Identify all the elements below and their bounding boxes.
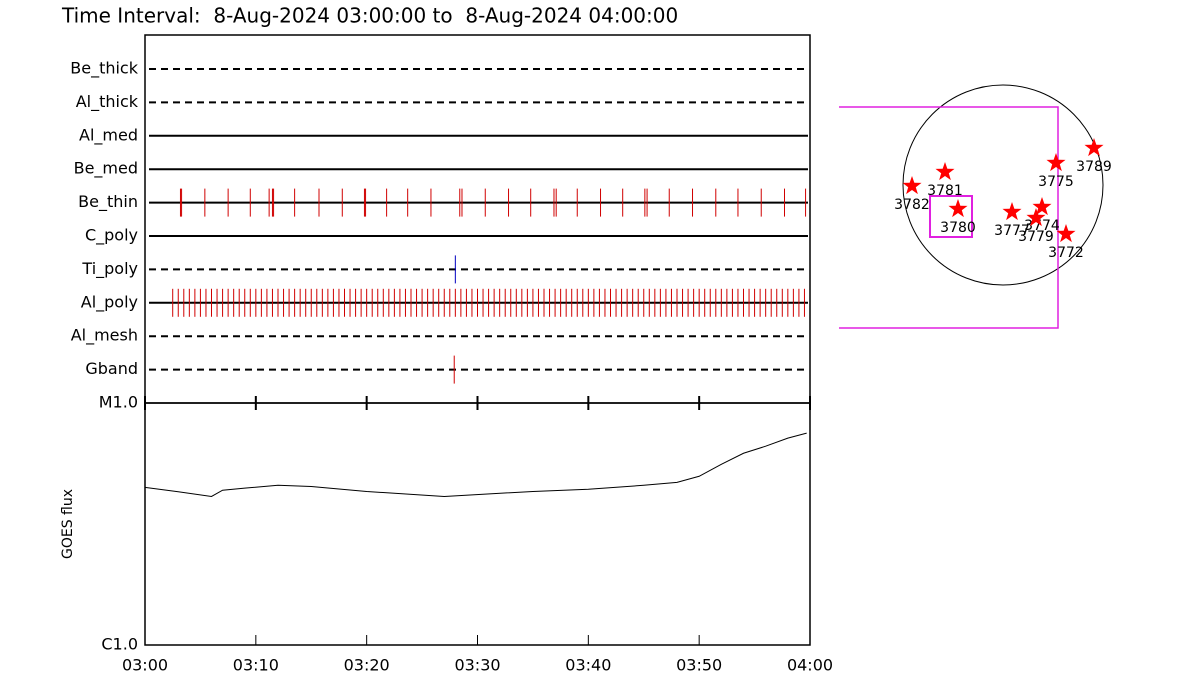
active-region: [948, 199, 968, 218]
active-region: [1084, 138, 1104, 157]
row-label: Be_thin: [78, 192, 138, 212]
region-label: 3775: [1038, 174, 1074, 190]
y-axis-label: GOES flux: [60, 489, 76, 559]
solar-disk: [902, 84, 1104, 286]
x-tick-label: 03:40: [565, 656, 611, 675]
region-label: 3780: [940, 220, 976, 236]
goes-curve: [144, 432, 807, 497]
region-label: 3772: [1048, 245, 1084, 261]
pointing-box: [839, 106, 1059, 329]
fov-box: [929, 195, 973, 238]
row-label: C_poly: [85, 226, 138, 246]
timeline-frame: [144, 34, 811, 404]
x-tick-label: 03:00: [122, 656, 168, 675]
region-label: 3789: [1076, 159, 1112, 175]
row-label: Al_thick: [76, 92, 139, 112]
row-label: Al_med: [79, 125, 138, 145]
row-label: Al_poly: [81, 292, 138, 312]
active-region: [1056, 224, 1076, 243]
y-tick-label: M1.0: [99, 393, 138, 412]
x-tick-label: 03:50: [676, 656, 722, 675]
y-tick-label: C1.0: [101, 635, 138, 654]
goes-frame: [144, 402, 811, 646]
region-label: 3779: [1018, 229, 1054, 245]
row-label: Gband: [85, 359, 138, 378]
row-label: Al_mesh: [71, 326, 138, 346]
row-label: Ti_poly: [81, 259, 138, 279]
row-label: Be_thick: [70, 59, 138, 79]
x-tick-label: 03:30: [454, 656, 500, 675]
region-label: 3782: [894, 197, 930, 213]
active-region: [902, 176, 922, 195]
region-label: 3777: [994, 223, 1030, 239]
x-tick-label: 04:00: [787, 656, 833, 675]
active-region: [1002, 202, 1022, 221]
chart-title: Time Interval: 8-Aug-2024 03:00:00 to 8-…: [61, 4, 678, 28]
x-tick-label: 03:20: [344, 656, 390, 675]
active-region: [1032, 197, 1052, 216]
active-region: [1026, 208, 1046, 227]
region-label: 3781: [927, 183, 963, 199]
active-region: [935, 162, 955, 181]
row-label: Be_med: [74, 159, 138, 179]
active-region: [1046, 153, 1066, 172]
x-tick-label: 03:10: [233, 656, 279, 675]
